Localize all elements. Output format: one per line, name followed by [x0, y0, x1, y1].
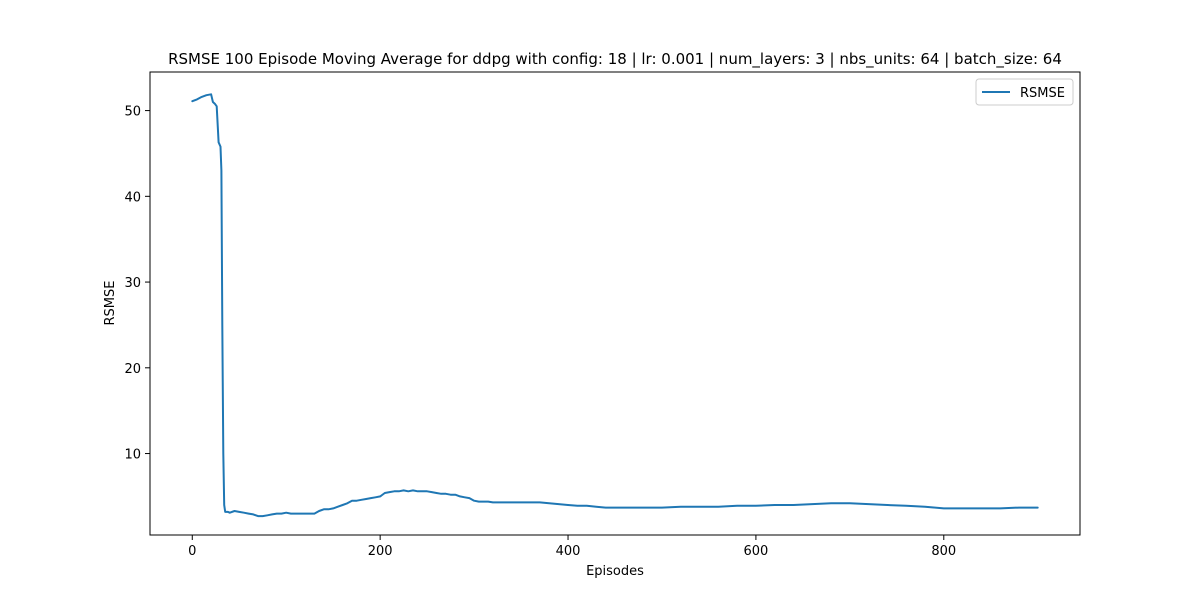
x-tick-label: 600 — [743, 544, 768, 559]
x-tick-label: 0 — [188, 544, 196, 559]
x-tick-label: 200 — [368, 544, 393, 559]
y-tick-label: 30 — [124, 276, 141, 291]
legend: RSMSE — [975, 78, 1074, 106]
x-tick-label: 400 — [556, 544, 581, 559]
x-tick-label: 800 — [931, 544, 956, 559]
y-tick-label: 10 — [124, 448, 141, 463]
y-axis-label: RSMSE — [103, 281, 118, 326]
plot-area — [191, 93, 1039, 518]
y-tick-label: 40 — [124, 190, 141, 205]
x-axis-label: Episodes — [586, 564, 644, 579]
y-tick-label: 50 — [124, 105, 141, 120]
legend-box — [975, 78, 1074, 106]
x-axis-ticks: 0 200 400 600 800 — [188, 535, 956, 559]
y-tick-label: 20 — [124, 362, 141, 377]
plot-frame — [149, 71, 1081, 536]
chart-title: RSMSE 100 Episode Moving Average for ddp… — [168, 50, 1062, 69]
legend-label-rsmse: RSMSE — [1020, 86, 1065, 101]
series-line-rsmse — [191, 93, 1039, 518]
y-axis-ticks: 10 20 30 40 50 — [124, 105, 150, 463]
